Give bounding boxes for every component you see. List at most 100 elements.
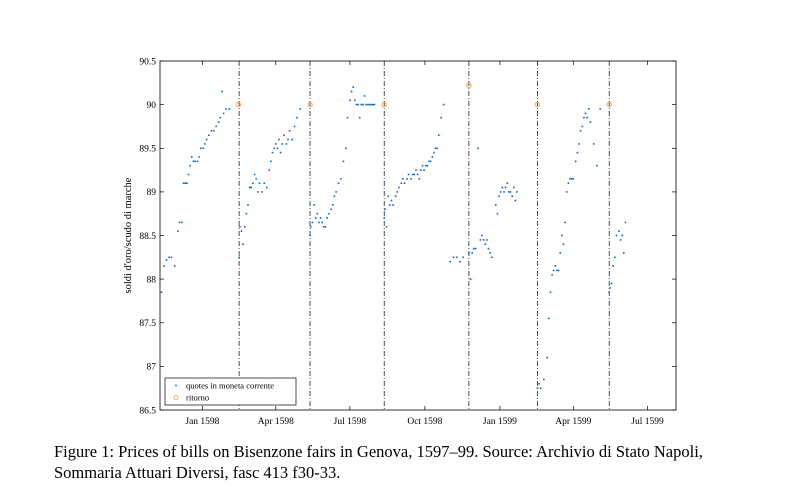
quote-point xyxy=(255,177,258,180)
quote-point xyxy=(586,116,589,119)
quote-point xyxy=(564,221,567,224)
quote-point xyxy=(489,252,492,254)
y-axis-label: soldi d'oro/scudo di marche xyxy=(123,177,134,293)
quote-point xyxy=(392,204,395,206)
quote-point xyxy=(431,156,434,158)
quote-point xyxy=(263,182,266,185)
quote-point xyxy=(506,182,509,185)
quote-point xyxy=(322,225,325,228)
quote-point xyxy=(390,199,393,202)
quote-point xyxy=(576,151,579,154)
quote-point xyxy=(368,103,371,106)
quote-point xyxy=(268,169,271,172)
quote-point xyxy=(358,116,361,119)
quote-point xyxy=(366,103,369,106)
quote-point xyxy=(437,134,440,137)
quote-point xyxy=(311,221,314,224)
quote-point xyxy=(474,247,477,250)
quote-point xyxy=(413,173,416,176)
quote-point xyxy=(222,112,225,115)
ritorno-point xyxy=(534,101,541,108)
quote-point xyxy=(342,160,345,163)
y-tick-label: 89 xyxy=(147,188,157,198)
quote-point xyxy=(572,177,575,180)
quote-point xyxy=(243,225,246,228)
quote-point xyxy=(260,190,263,193)
x-tick-label: Apr 1599 xyxy=(555,417,591,427)
quote-point xyxy=(327,212,330,215)
quote-point xyxy=(394,195,397,198)
quote-point xyxy=(587,108,590,110)
legend-label-ritorno: ritorno xyxy=(186,393,209,403)
quote-point xyxy=(442,103,445,106)
quote-point xyxy=(546,356,549,359)
quote-point xyxy=(612,265,615,267)
quote-point xyxy=(421,164,424,167)
quote-point xyxy=(440,116,443,119)
quote-point xyxy=(176,230,179,233)
quote-point xyxy=(357,103,360,106)
y-tick-label: 90 xyxy=(147,101,157,111)
quote-point xyxy=(363,94,366,97)
quote-point xyxy=(281,142,284,145)
quote-point xyxy=(507,190,510,193)
quote-point xyxy=(362,103,364,106)
quote-point xyxy=(452,256,455,259)
quote-point xyxy=(503,190,505,193)
quote-point xyxy=(337,182,340,185)
quote-point xyxy=(319,217,322,219)
ritorno-point xyxy=(381,101,387,108)
quote-point xyxy=(516,190,518,193)
quote-point xyxy=(617,230,620,233)
quote-point xyxy=(173,265,176,267)
quote-point xyxy=(215,125,218,128)
legend-box xyxy=(164,377,297,406)
quote-point xyxy=(240,230,243,233)
quote-point xyxy=(562,243,565,246)
quote-point xyxy=(276,147,279,150)
data-points xyxy=(160,82,627,390)
quote-point xyxy=(599,108,602,110)
quote-point xyxy=(346,116,349,119)
quote-point xyxy=(203,142,206,145)
ritorno-point xyxy=(307,101,313,108)
quote-point xyxy=(205,138,208,141)
quote-point xyxy=(570,177,573,180)
quote-point xyxy=(326,217,329,219)
quote-point xyxy=(549,291,552,294)
quote-point xyxy=(256,190,259,193)
quote-point xyxy=(184,182,187,185)
quote-point xyxy=(613,256,616,259)
quote-point xyxy=(595,164,598,167)
quote-point xyxy=(436,147,439,150)
quote-point xyxy=(170,256,173,259)
quote-point xyxy=(592,142,595,145)
quote-point xyxy=(418,177,421,180)
quote-point xyxy=(578,142,580,145)
quote-point xyxy=(559,252,562,254)
quote-point xyxy=(242,243,245,246)
quote-point xyxy=(615,234,618,237)
quote-point xyxy=(182,182,185,185)
quote-point xyxy=(330,208,333,211)
quote-point xyxy=(324,225,327,228)
quote-point xyxy=(238,256,241,259)
quote-point xyxy=(163,265,166,267)
quote-point xyxy=(487,247,490,250)
quote-point xyxy=(168,256,170,259)
quote-point xyxy=(360,103,363,106)
quote-point xyxy=(432,151,435,154)
quote-point xyxy=(331,204,334,206)
quote-point xyxy=(459,260,461,263)
x-tick-label: Jan 1598 xyxy=(185,417,219,427)
ritorno-point xyxy=(466,82,472,89)
quote-point xyxy=(247,204,249,206)
quote-point xyxy=(396,190,399,193)
quote-point xyxy=(299,108,302,110)
quote-point xyxy=(285,142,288,145)
quote-point xyxy=(185,182,188,185)
quote-point xyxy=(245,212,248,215)
quote-point xyxy=(538,382,541,385)
quote-point xyxy=(178,221,181,224)
quote-point xyxy=(221,90,223,93)
